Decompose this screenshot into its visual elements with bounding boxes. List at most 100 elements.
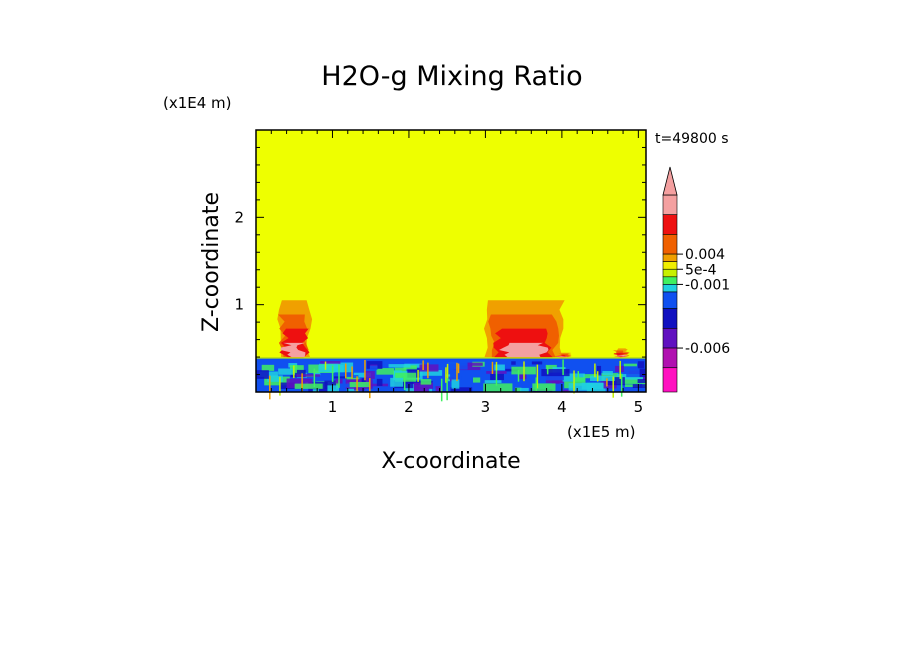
surface-texture <box>334 376 347 379</box>
small-plume-4.8-layer <box>613 354 628 358</box>
x-tick-label: 5 <box>634 398 644 416</box>
surface-texture <box>450 387 473 392</box>
colorbar-swatch <box>662 194 678 216</box>
surface-texture <box>435 386 443 392</box>
surface-streak <box>331 365 334 382</box>
surface-streak <box>324 361 327 370</box>
surface-texture <box>352 375 359 379</box>
central-plume-layer <box>499 342 549 358</box>
surface-texture <box>416 370 443 376</box>
surface-streak <box>456 362 458 382</box>
surface-texture <box>623 363 637 367</box>
surface-streak <box>369 378 371 399</box>
surface-texture <box>541 369 570 377</box>
surface-texture <box>390 377 404 387</box>
surface-streak <box>523 361 525 382</box>
surface-texture <box>395 372 417 382</box>
surface-streak <box>606 378 608 387</box>
colorbar-swatch <box>662 253 678 262</box>
surface-texture <box>353 372 372 378</box>
surface-streak <box>594 363 596 378</box>
surface-texture <box>278 368 296 375</box>
surface-texture <box>419 364 439 372</box>
colorbar-swatch <box>662 367 678 393</box>
small-plume-4-layer <box>556 355 572 358</box>
surface-texture <box>461 373 470 383</box>
surface-streak <box>457 363 460 374</box>
surface-texture <box>519 387 529 392</box>
surface-streak <box>445 367 447 383</box>
surface-texture <box>494 364 505 371</box>
colorbar-swatch <box>662 328 678 349</box>
plot-frame <box>255 129 647 393</box>
surface-texture <box>590 375 615 382</box>
axis-ticks: 1 2 3 4 5 1 2 <box>234 130 646 416</box>
surface-texture <box>483 383 513 392</box>
surface-texture <box>286 378 313 389</box>
surface-texture <box>642 374 646 381</box>
x-tick-label: 1 <box>328 398 338 416</box>
surface-texture <box>602 371 613 375</box>
surface-texture <box>427 363 457 370</box>
surface-texture <box>394 380 414 389</box>
surface-streak <box>417 369 419 382</box>
surface-texture <box>439 376 462 380</box>
surface-streak <box>345 363 347 379</box>
surface-streak <box>313 368 316 388</box>
y-axis-label: Z-coordinate <box>199 192 224 332</box>
colorbar-extend-top <box>662 166 678 196</box>
surface-texture <box>296 374 320 377</box>
colorbar-swatch <box>662 268 678 278</box>
colorbar-swatch <box>662 347 678 369</box>
colorbar-tick-label: -0.001 <box>685 277 730 293</box>
surface-streak <box>536 364 539 389</box>
colorbar-swatch <box>662 276 678 285</box>
surface-streak <box>517 369 520 382</box>
surface-texture <box>420 379 432 385</box>
surface-texture <box>531 361 543 365</box>
y-tick-label: 2 <box>234 208 244 226</box>
x-tick-label: 2 <box>404 398 414 416</box>
surface-streak <box>356 376 358 392</box>
x-tick-label: 4 <box>557 398 567 416</box>
surface-texture <box>451 379 460 389</box>
surface-streak <box>364 359 366 381</box>
colorbar-swatch <box>662 261 678 270</box>
surface-texture <box>312 389 319 392</box>
surface-texture <box>573 377 586 386</box>
surface-texture <box>637 379 646 384</box>
surface-texture <box>376 368 395 375</box>
colorbar-swatch <box>662 214 678 235</box>
colorbar-tick-label: -0.006 <box>685 341 730 357</box>
surface-texture <box>612 376 643 384</box>
plot-area <box>256 130 646 402</box>
surface-streak <box>269 375 271 400</box>
surface-texture <box>290 369 306 378</box>
chart-title: H2O-g Mixing Ratio <box>321 61 582 92</box>
surface-texture <box>318 364 344 373</box>
surface-streak <box>535 377 538 391</box>
surface-texture <box>346 376 360 381</box>
surface-streak <box>491 361 494 374</box>
surface-texture <box>324 380 337 389</box>
surface-texture <box>607 377 625 386</box>
surface-texture <box>568 383 594 391</box>
small-plume-4.8-layer <box>613 352 630 358</box>
surface-streak <box>403 374 406 391</box>
surface-texture <box>642 380 646 388</box>
x-tick-label: 3 <box>481 398 491 416</box>
surface-texture <box>256 370 269 379</box>
surface-texture <box>545 364 557 374</box>
surface-texture <box>514 387 522 392</box>
surface-streak <box>573 370 575 394</box>
y-scale-label: (x1E4 m) <box>163 94 232 112</box>
colorbar-swatch <box>662 284 678 293</box>
surface-streak <box>351 366 353 379</box>
surface-streak <box>612 376 614 398</box>
surface-texture <box>267 375 283 382</box>
surface-texture <box>320 361 341 364</box>
surface-streak <box>301 373 303 393</box>
surface-streak <box>446 378 448 401</box>
time-label: t=49800 s <box>655 131 729 147</box>
